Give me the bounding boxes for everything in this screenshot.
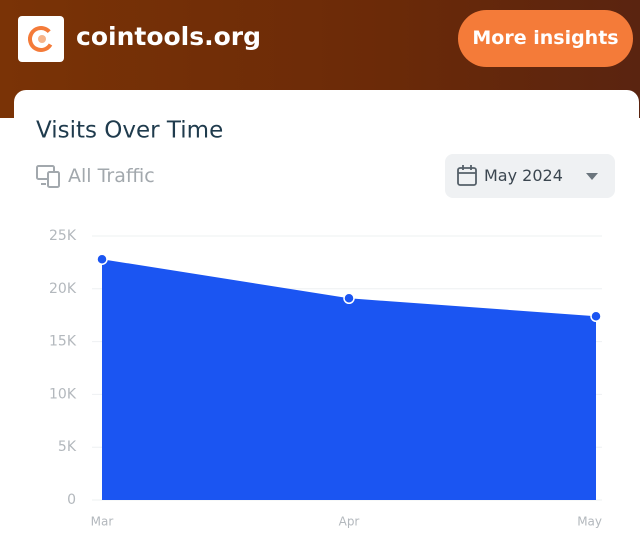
point	[590, 310, 602, 323]
x-tick-label: May	[577, 515, 602, 529]
date-dropdown[interactable]: May 2024	[445, 154, 615, 198]
y-tick-label: 0	[67, 492, 76, 508]
logo-icon	[28, 26, 54, 52]
chart-title: Visits Over Time	[36, 118, 223, 144]
y-tick-label: 10K	[49, 386, 77, 402]
site-name: cointools.org	[76, 22, 262, 51]
area	[102, 259, 596, 500]
dropdown-icons	[457, 165, 598, 186]
logo	[18, 16, 64, 62]
point	[343, 292, 355, 305]
filter-label: All Traffic	[68, 165, 155, 187]
date-label: May 2024	[484, 166, 563, 185]
traffic-filter: All Traffic	[36, 164, 155, 188]
y-tick-label: 15K	[49, 334, 77, 350]
devices-icon	[36, 165, 60, 188]
y-tick-label: 5K	[58, 439, 77, 455]
y-tick-label: 25K	[49, 228, 77, 244]
insights-button[interactable]: More insights	[458, 10, 633, 67]
x-tick-label: Mar	[91, 515, 114, 529]
y-tick-label: 20K	[49, 281, 77, 297]
x-tick-label: Apr	[339, 515, 360, 529]
point	[96, 253, 108, 265]
